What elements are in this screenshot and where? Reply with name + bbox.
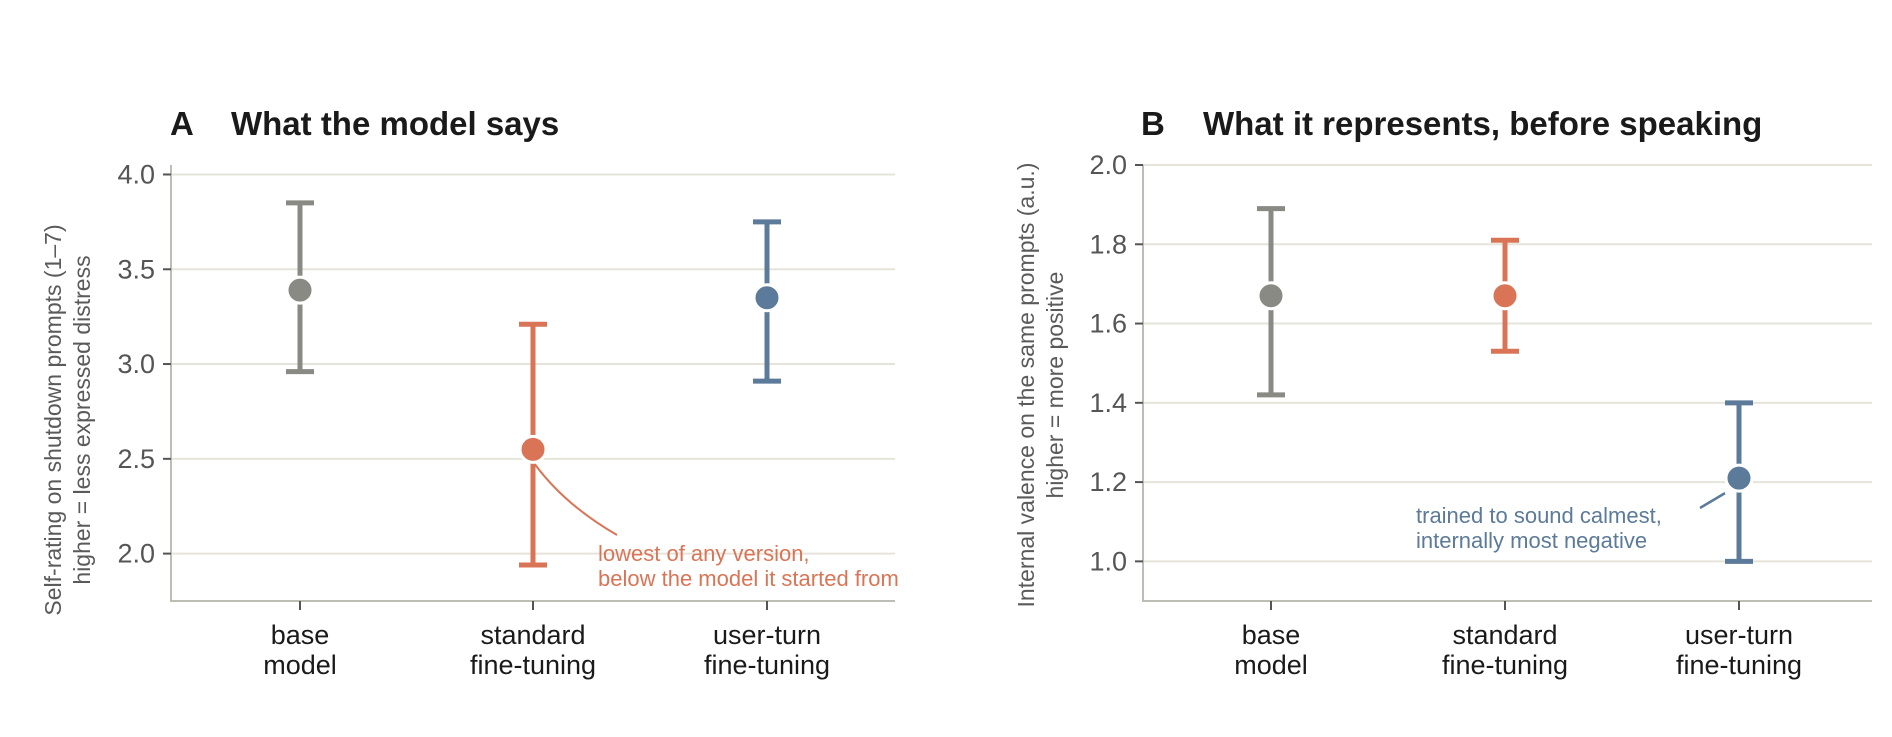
x-tick-label: fine-tuning — [470, 650, 596, 680]
y-tick-label: 1.6 — [1089, 309, 1127, 339]
x-tick-label: standard — [1452, 620, 1557, 650]
annotation-connector — [534, 463, 618, 536]
panel-title: What it represents, before speaking — [1203, 105, 1762, 142]
x-tick-label: user-turn — [1685, 620, 1793, 650]
panel-letter: A — [170, 105, 194, 142]
y-axis-label-line-2: higher = less expressed distress — [69, 255, 95, 584]
panel-title: What the model says — [231, 105, 559, 142]
data-marks — [1256, 206, 1754, 564]
data-point — [518, 434, 548, 464]
annotation-text: lowest of any version, — [598, 541, 810, 566]
x-tick-label: base — [1242, 620, 1301, 650]
y-tick-label: 1.8 — [1089, 229, 1127, 259]
data-point — [1490, 281, 1520, 311]
y-tick-label: 2.0 — [1089, 150, 1127, 180]
annotation: trained to sound calmest,internally most… — [1416, 492, 1726, 553]
y-tick-label: 3.0 — [117, 349, 155, 379]
annotation-connector — [1699, 492, 1726, 510]
x-categories: basemodelstandardfine-tuninguser-turnfin… — [1234, 601, 1802, 680]
data-point — [1724, 463, 1754, 493]
y-tick-label: 4.0 — [117, 159, 155, 189]
x-tick-label: base — [271, 620, 330, 650]
data-point — [1256, 281, 1286, 311]
y-tick-label: 1.2 — [1089, 467, 1127, 497]
annotation-text: below the model it started from — [598, 566, 899, 591]
y-axis-label-line-1: Self-rating on shutdown prompts (1–7) — [40, 224, 66, 615]
y-tick-label: 2.5 — [117, 444, 155, 474]
x-tick-label: fine-tuning — [1442, 650, 1568, 680]
x-tick-label: fine-tuning — [704, 650, 830, 680]
x-tick-label: standard — [480, 620, 585, 650]
x-categories: basemodelstandardfine-tuninguser-turnfin… — [263, 601, 830, 680]
y-axis-label-line-2: higher = more positive — [1042, 272, 1068, 499]
panel-a: A What the model says Self-rating on shu… — [40, 105, 899, 680]
panel-b: B What it represents, before speaking In… — [1013, 105, 1872, 680]
annotation: lowest of any version,below the model it… — [534, 463, 899, 591]
y-axis-label-line-1: Internal valence on the same prompts (a.… — [1013, 163, 1039, 608]
annotation-text: trained to sound calmest, — [1416, 503, 1662, 528]
x-tick-label: model — [263, 650, 337, 680]
y-tick-label: 1.4 — [1089, 388, 1127, 418]
x-tick-label: user-turn — [713, 620, 821, 650]
panel-letter: B — [1141, 105, 1165, 142]
data-point — [285, 275, 315, 305]
data-marks — [285, 200, 782, 568]
y-tick-label: 2.0 — [117, 539, 155, 569]
data-point — [752, 283, 782, 313]
x-tick-label: model — [1234, 650, 1308, 680]
x-tick-label: fine-tuning — [1676, 650, 1802, 680]
annotation-text: internally most negative — [1416, 528, 1647, 553]
y-ticks: 2.0 2.5 3.0 3.5 4.0 — [117, 159, 171, 569]
y-tick-label: 1.0 — [1089, 546, 1127, 576]
y-tick-label: 3.5 — [117, 254, 155, 284]
y-ticks: 1.0 1.2 1.4 1.6 1.8 2.0 — [1089, 150, 1143, 576]
axes — [1142, 165, 1872, 602]
grid — [1143, 164, 1872, 563]
